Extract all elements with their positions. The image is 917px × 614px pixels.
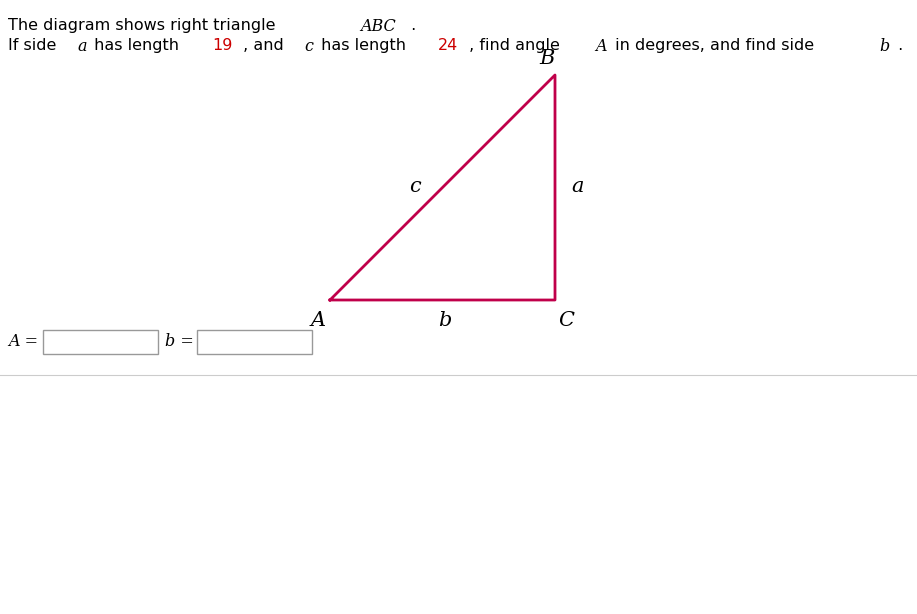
Text: a: a <box>77 38 86 55</box>
Text: c: c <box>304 38 313 55</box>
Text: c: c <box>409 177 421 196</box>
Text: ABC: ABC <box>359 18 395 35</box>
Text: The diagram shows right triangle: The diagram shows right triangle <box>8 18 281 33</box>
Text: has length: has length <box>315 38 411 53</box>
Text: If side: If side <box>8 38 61 53</box>
Bar <box>43 330 158 354</box>
Text: A: A <box>311 311 326 330</box>
Text: b =: b = <box>165 333 193 351</box>
Text: .: . <box>893 38 903 53</box>
Text: b: b <box>438 311 452 330</box>
Text: A: A <box>595 38 606 55</box>
Text: b: b <box>879 38 889 55</box>
Text: 24: 24 <box>438 38 458 53</box>
Text: a: a <box>572 177 584 196</box>
Text: , and: , and <box>238 38 289 53</box>
Bar <box>197 330 312 354</box>
Text: B: B <box>539 49 555 68</box>
Text: .: . <box>406 18 416 33</box>
Text: A =: A = <box>8 333 38 351</box>
Text: C: C <box>558 311 574 330</box>
Text: has length: has length <box>89 38 184 53</box>
Text: in degrees, and find side: in degrees, and find side <box>610 38 819 53</box>
Text: 19: 19 <box>212 38 232 53</box>
Text: , find angle: , find angle <box>464 38 566 53</box>
